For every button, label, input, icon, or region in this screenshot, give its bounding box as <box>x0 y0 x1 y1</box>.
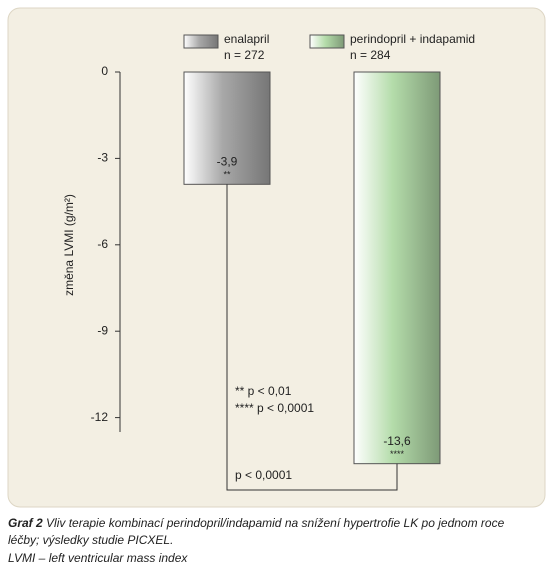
significance: ** <box>223 170 231 180</box>
annotation: **** p < 0,0001 <box>235 401 314 415</box>
value-label: -3,9 <box>217 154 238 168</box>
legend-n: n = 272 <box>224 48 265 62</box>
comparison-label: p < 0,0001 <box>235 468 292 482</box>
annotation: ** p < 0,01 <box>235 384 292 398</box>
legend-swatch <box>183 34 219 49</box>
caption-text: Vliv terapie kombinací perindopril/indap… <box>43 516 505 530</box>
comparison-bracket <box>226 184 398 491</box>
caption-label: Graf 2 <box>8 516 43 530</box>
footnote: LVMI – left ventricular mass index <box>8 551 188 565</box>
caption: Graf 2 Vliv terapie kombinací perindopri… <box>8 516 505 547</box>
y-axis-label: změna LVMI (g/m²) <box>62 194 76 296</box>
bar <box>353 71 441 465</box>
significance: **** <box>390 449 405 459</box>
y-tick-label: -6 <box>97 237 108 251</box>
y-tick-label: -3 <box>97 151 108 165</box>
legend-n: n = 284 <box>350 48 391 62</box>
y-tick-label: -12 <box>91 410 109 424</box>
caption-text: léčby; výsledky studie PICXEL. <box>8 533 173 547</box>
legend-label: perindopril + indapamid <box>350 32 475 46</box>
y-tick-label: -9 <box>97 323 108 337</box>
y-tick-label: 0 <box>101 64 108 78</box>
chart-panel <box>7 7 546 508</box>
legend-swatch <box>309 34 345 49</box>
value-label: -13,6 <box>383 434 411 448</box>
legend-label: enalapril <box>224 32 269 46</box>
